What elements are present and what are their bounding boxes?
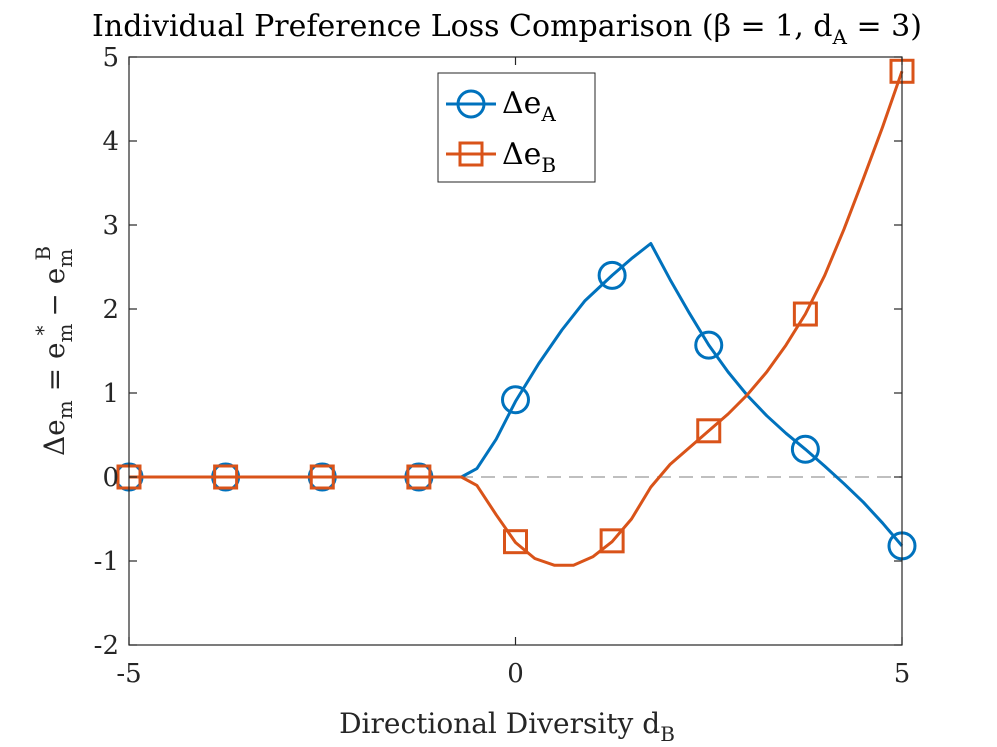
chart-title-main: Individual Preference Loss Comparison (β… xyxy=(92,9,832,44)
y-axis-label-sup: B xyxy=(31,246,55,261)
y-tick-label: -1 xyxy=(94,547,119,577)
square-marker xyxy=(696,418,722,444)
y-tick-label: 3 xyxy=(102,211,119,241)
y-tick-label: 1 xyxy=(102,379,119,409)
y-axis-label-m3: m xyxy=(53,249,77,268)
series-line xyxy=(129,70,904,567)
y-tick-label: 5 xyxy=(102,43,119,73)
square-marker xyxy=(792,301,818,327)
legend-label-b: ΔeB xyxy=(502,137,556,177)
y-tick-label: 2 xyxy=(102,295,119,325)
svg-text:Directional Diversity dB: Directional Diversity dB xyxy=(339,707,675,746)
series-b xyxy=(116,58,915,567)
y-axis-label-star: * xyxy=(31,325,55,335)
circle-marker xyxy=(790,434,820,464)
y-tick-label: 4 xyxy=(102,127,119,157)
svg-text:Individual Preference Loss Com: Individual Preference Loss Comparison (β… xyxy=(92,9,922,49)
x-axis-label-sub: B xyxy=(660,722,675,746)
x-axis-label-main: Directional Diversity d xyxy=(339,707,660,740)
legend-label-a: ΔeA xyxy=(502,86,556,126)
y-tick-label: 0 xyxy=(102,463,119,493)
svg-text:Δem = em* − emB: Δem = em* − emB xyxy=(31,246,77,456)
legend-square-marker xyxy=(458,141,484,167)
y-axis-label-delta: Δe xyxy=(38,419,71,456)
y-axis-label: Δem = em* − emB xyxy=(31,246,77,456)
circle-marker xyxy=(694,330,724,360)
chart-title: Individual Preference Loss Comparison (β… xyxy=(92,9,922,49)
square-marker xyxy=(599,528,625,554)
x-tick-label: -5 xyxy=(116,659,141,689)
circle-marker xyxy=(501,385,530,415)
square-marker xyxy=(213,464,239,490)
legend-entries xyxy=(446,89,496,167)
square-marker xyxy=(309,464,335,490)
series-layer xyxy=(114,58,917,567)
y-axis-label-minus: − e xyxy=(38,268,71,326)
y-axis-label-eq: = e xyxy=(38,342,71,400)
legend-circle-marker xyxy=(456,89,486,119)
circle-marker xyxy=(597,260,627,290)
y-axis-label-m2: m xyxy=(53,323,77,342)
square-marker xyxy=(406,464,432,490)
x-axis-label: Directional Diversity dB xyxy=(339,707,675,746)
chart-title-suffix: = 3) xyxy=(847,9,922,44)
y-axis-label-m1: m xyxy=(53,400,77,419)
chart-title-sub: A xyxy=(831,25,847,49)
legend: ΔeA ΔeB xyxy=(437,72,596,183)
ticks-layer: -5 0 5 -2 -1 0 1 2 3 4 5 xyxy=(94,43,911,689)
x-tick-label: 5 xyxy=(894,659,911,689)
y-tick-label: -2 xyxy=(94,631,119,661)
square-marker xyxy=(503,529,528,555)
x-tick-label: 0 xyxy=(507,659,524,689)
